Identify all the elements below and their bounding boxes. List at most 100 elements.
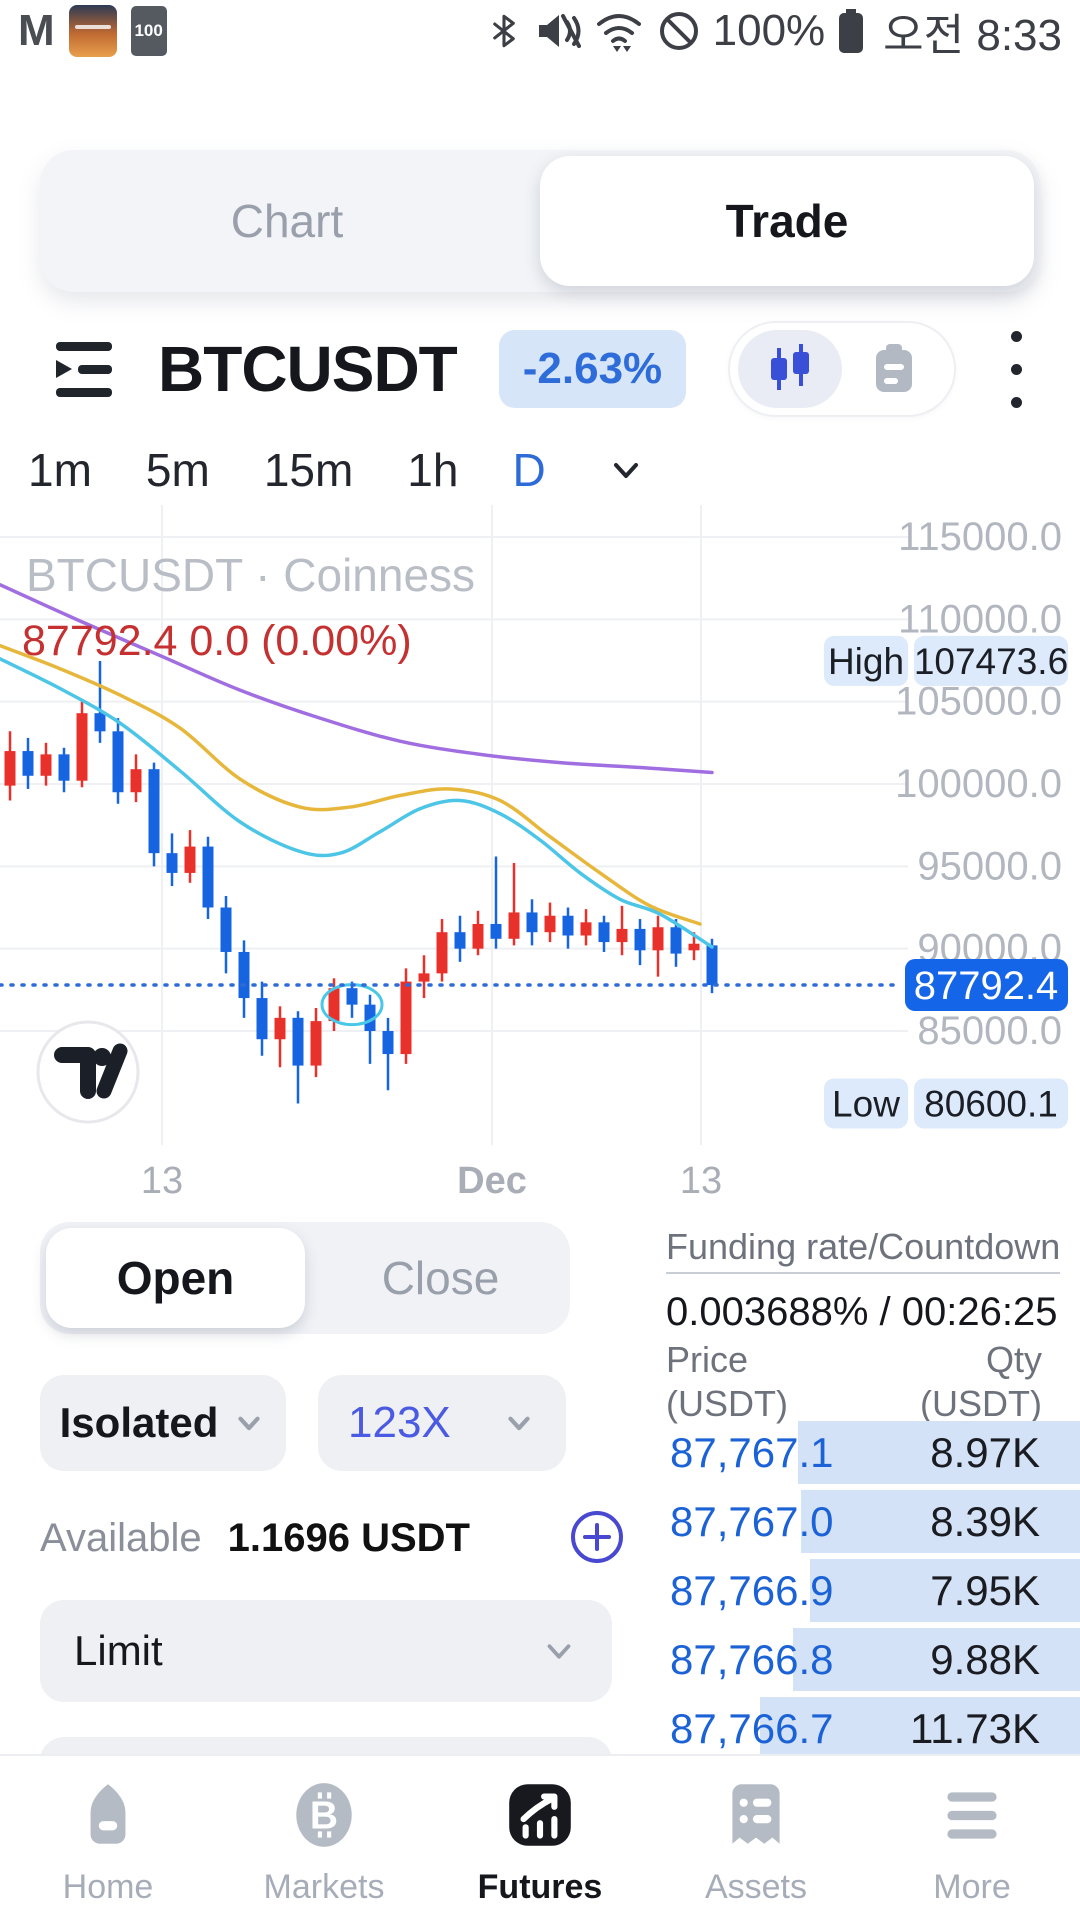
ask-price: 87,766.9 <box>670 1566 834 1614</box>
clock-text: 오전 8:33 <box>883 11 1062 60</box>
timeframe-dropdown-chevron-icon[interactable] <box>606 450 646 490</box>
nav-label: Markets <box>263 1868 385 1906</box>
change-badge: -2.63% <box>498 330 687 408</box>
ask-price: 87,766.7 <box>670 1704 834 1752</box>
volume-muted-icon <box>538 14 581 48</box>
svg-text:87792.4: 87792.4 <box>914 964 1059 1008</box>
svg-text:Low: Low <box>832 1083 900 1124</box>
status-bar: M 100 100% <box>0 0 1080 62</box>
battery-percent-text: 100% <box>712 6 826 55</box>
leverage-label: 123X <box>348 1398 451 1447</box>
svg-text:87792.4 0.0 (0.00%): 87792.4 0.0 (0.00%) <box>22 617 412 665</box>
timeframe-15m[interactable]: 15m <box>263 444 354 496</box>
ask-price: 87,766.8 <box>670 1635 834 1683</box>
ask-qty: 8.97K <box>930 1428 1040 1476</box>
timeframe-5m[interactable]: 5m <box>145 444 210 496</box>
nav-futures[interactable]: Futures <box>432 1756 648 1920</box>
bluetooth-icon <box>492 14 515 48</box>
svg-text:B: B <box>310 1794 338 1837</box>
order-type-label: Limit <box>74 1627 163 1674</box>
tab-close[interactable]: Close <box>381 1252 500 1304</box>
tab-chart[interactable]: Chart <box>230 195 344 247</box>
ask-qty: 11.73K <box>910 1704 1040 1752</box>
candlestick-icon <box>771 344 809 390</box>
orderbook-header: Price (USDT) Qty (USDT) <box>666 1338 1042 1426</box>
home-icon <box>90 1784 126 1844</box>
nav-assets[interactable]: Assets <box>648 1756 864 1920</box>
weather-widget-icon <box>68 5 117 57</box>
tab-trade[interactable]: Trade <box>540 156 1034 286</box>
orderbook-row[interactable]: 87,767.0 8.39K <box>0 1487 1080 1556</box>
svg-text:Dec: Dec <box>457 1160 527 1202</box>
gmail-icon: M <box>18 6 55 55</box>
nav-label: Futures <box>477 1868 603 1906</box>
ask-price: 87,767.0 <box>670 1497 834 1545</box>
svg-text:13: 13 <box>680 1160 722 1202</box>
battery-icon <box>839 9 864 53</box>
tab-open[interactable]: Open <box>46 1228 305 1328</box>
chart-view-toggle <box>728 321 956 417</box>
funding-rate-label[interactable]: Funding rate/Countdown <box>666 1226 1061 1274</box>
wifi-icon <box>596 14 641 52</box>
price-chart[interactable]: 115000.0 110000.0 105000.0 100000.0 95000.0 9… <box>0 505 1080 1215</box>
nav-label: Assets <box>704 1868 808 1906</box>
ask-qty: 9.88K <box>930 1635 1040 1683</box>
orderbook-row[interactable]: 87,766.9 7.95K <box>0 1556 1080 1625</box>
more-menu-icon <box>947 1792 997 1839</box>
orderbook-view-button[interactable] <box>842 330 946 408</box>
depth-bar <box>760 1697 1080 1760</box>
nav-label: More <box>933 1868 1011 1906</box>
chevron-down-icon <box>508 1416 530 1431</box>
timeframe-1m[interactable]: 1m <box>28 444 92 496</box>
ask-qty: 7.95K <box>930 1566 1040 1614</box>
svg-text:BTCUSDT · Coinness: BTCUSDT · Coinness <box>26 549 475 601</box>
orderbook-row[interactable]: 87,766.8 9.88K <box>0 1625 1080 1694</box>
svg-text:115000.0: 115000.0 <box>898 515 1062 559</box>
price-header-unit: (USDT) <box>666 1383 788 1424</box>
battery-notification-icon: 100 <box>130 6 167 56</box>
nav-markets[interactable]: B Markets <box>216 1756 432 1920</box>
order-side-tabs: Open Close <box>40 1222 570 1334</box>
order-type-dropdown[interactable]: Limit <box>40 1600 612 1702</box>
svg-text:105000.0: 105000.0 <box>895 680 1062 724</box>
svg-text:110000.0: 110000.0 <box>898 597 1062 641</box>
nav-more[interactable]: More <box>864 1756 1080 1920</box>
deposit-plus-button[interactable] <box>568 1508 626 1566</box>
orderbook-rows: 87,767.1 8.97K 87,767.0 8.39K 87,766.9 7… <box>0 1418 1080 1763</box>
depth-bar <box>793 1628 1080 1691</box>
qty-header: Qty <box>985 1339 1042 1380</box>
more-menu-button[interactable] <box>986 321 1046 417</box>
available-value: 1.1696 USDT <box>227 1515 470 1560</box>
ask-qty: 8.39K <box>930 1497 1040 1545</box>
orderbook-row[interactable]: 87,766.7 11.73K <box>0 1694 1080 1763</box>
svg-text:13: 13 <box>141 1160 183 1202</box>
orderbook-row[interactable]: 87,767.1 8.97K <box>0 1418 1080 1487</box>
available-balance: Available 1.1696 USDT <box>40 1510 470 1566</box>
price-header: Price <box>666 1339 749 1380</box>
nav-label: Home <box>62 1868 154 1906</box>
leverage-dropdown[interactable]: 123X <box>318 1375 566 1471</box>
chart-trade-tabs: Chart Trade <box>40 150 1040 292</box>
ask-price: 87,767.1 <box>670 1428 834 1476</box>
assets-receipt-icon <box>732 1784 780 1844</box>
depth-bar <box>810 1559 1080 1622</box>
svg-text:High: High <box>828 641 904 682</box>
svg-text:107473.6: 107473.6 <box>914 641 1068 682</box>
chevron-down-icon <box>238 1416 260 1431</box>
futures-chart-icon <box>509 1784 571 1846</box>
margin-mode-label: Isolated <box>59 1399 219 1446</box>
timeframe-1h[interactable]: 1h <box>407 444 459 496</box>
orderbook-icon <box>876 344 912 392</box>
nav-home[interactable]: Home <box>0 1756 216 1920</box>
symbol-title[interactable]: BTCUSDT <box>158 333 458 405</box>
timeframe-selector: 1m 5m 15m 1h D <box>0 438 1080 502</box>
svg-text:100000.0: 100000.0 <box>895 762 1062 806</box>
symbol-header: BTCUSDT -2.63% <box>0 308 1080 430</box>
watchlist-icon[interactable] <box>56 338 118 400</box>
depth-bar <box>801 1490 1080 1553</box>
funding-rate-value: 0.003688% / 00:26:25 <box>666 1290 1058 1334</box>
margin-mode-dropdown[interactable]: Isolated <box>40 1375 286 1471</box>
timeframe-d[interactable]: D <box>512 444 546 496</box>
candlestick-view-button[interactable] <box>738 330 842 408</box>
